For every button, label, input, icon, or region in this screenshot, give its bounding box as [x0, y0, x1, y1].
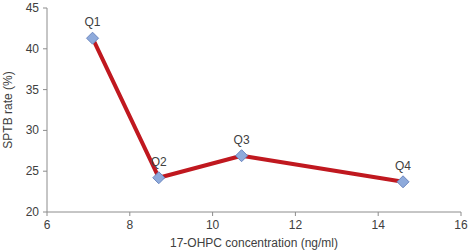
x-axis-line — [47, 212, 461, 213]
y-tick-label: 30 — [26, 123, 40, 137]
x-tick-label: 6 — [44, 218, 51, 232]
point-label: Q4 — [395, 159, 411, 173]
x-tick-label: 8 — [126, 218, 133, 232]
y-tick — [43, 130, 47, 131]
chart-container: 20 25 30 35 40 45 6 8 10 12 14 16 17-OHPC concentrat… — [0, 0, 474, 251]
y-tick-label: 35 — [26, 83, 40, 97]
x-tick — [461, 212, 462, 216]
y-axis-line — [47, 8, 48, 212]
x-tick-label: 14 — [372, 218, 386, 232]
plot-area — [87, 32, 410, 188]
x-tick — [295, 212, 296, 216]
point-label: Q3 — [234, 133, 250, 147]
y-tick-label: 40 — [26, 42, 40, 56]
y-tick — [43, 89, 47, 90]
data-line — [93, 38, 404, 182]
x-tick-label: 16 — [454, 218, 468, 232]
chart-svg: 20 25 30 35 40 45 6 8 10 12 14 16 17-OHPC concentrat… — [0, 0, 474, 251]
y-tick-label: 25 — [26, 164, 40, 178]
x-tick-label: 10 — [206, 218, 220, 232]
y-tick-label: 20 — [26, 205, 40, 219]
y-tick — [43, 8, 47, 9]
y-axis-title: SPTB rate (%) — [1, 71, 15, 148]
x-tick — [212, 212, 213, 216]
x-tick — [129, 212, 130, 216]
y-tick — [43, 48, 47, 49]
y-tick — [43, 212, 47, 213]
y-tick — [43, 171, 47, 172]
point-label: Q1 — [85, 15, 101, 29]
point-label: Q2 — [151, 155, 167, 169]
y-tick-label: 45 — [26, 1, 40, 15]
data-point — [397, 176, 409, 188]
data-point — [153, 172, 165, 184]
x-tick-label: 12 — [289, 218, 303, 232]
x-tick — [47, 212, 48, 216]
data-point — [87, 32, 99, 44]
x-tick — [378, 212, 379, 216]
x-axis-title: 17-OHPC concentration (ng/ml) — [170, 236, 338, 250]
data-point — [236, 150, 248, 162]
